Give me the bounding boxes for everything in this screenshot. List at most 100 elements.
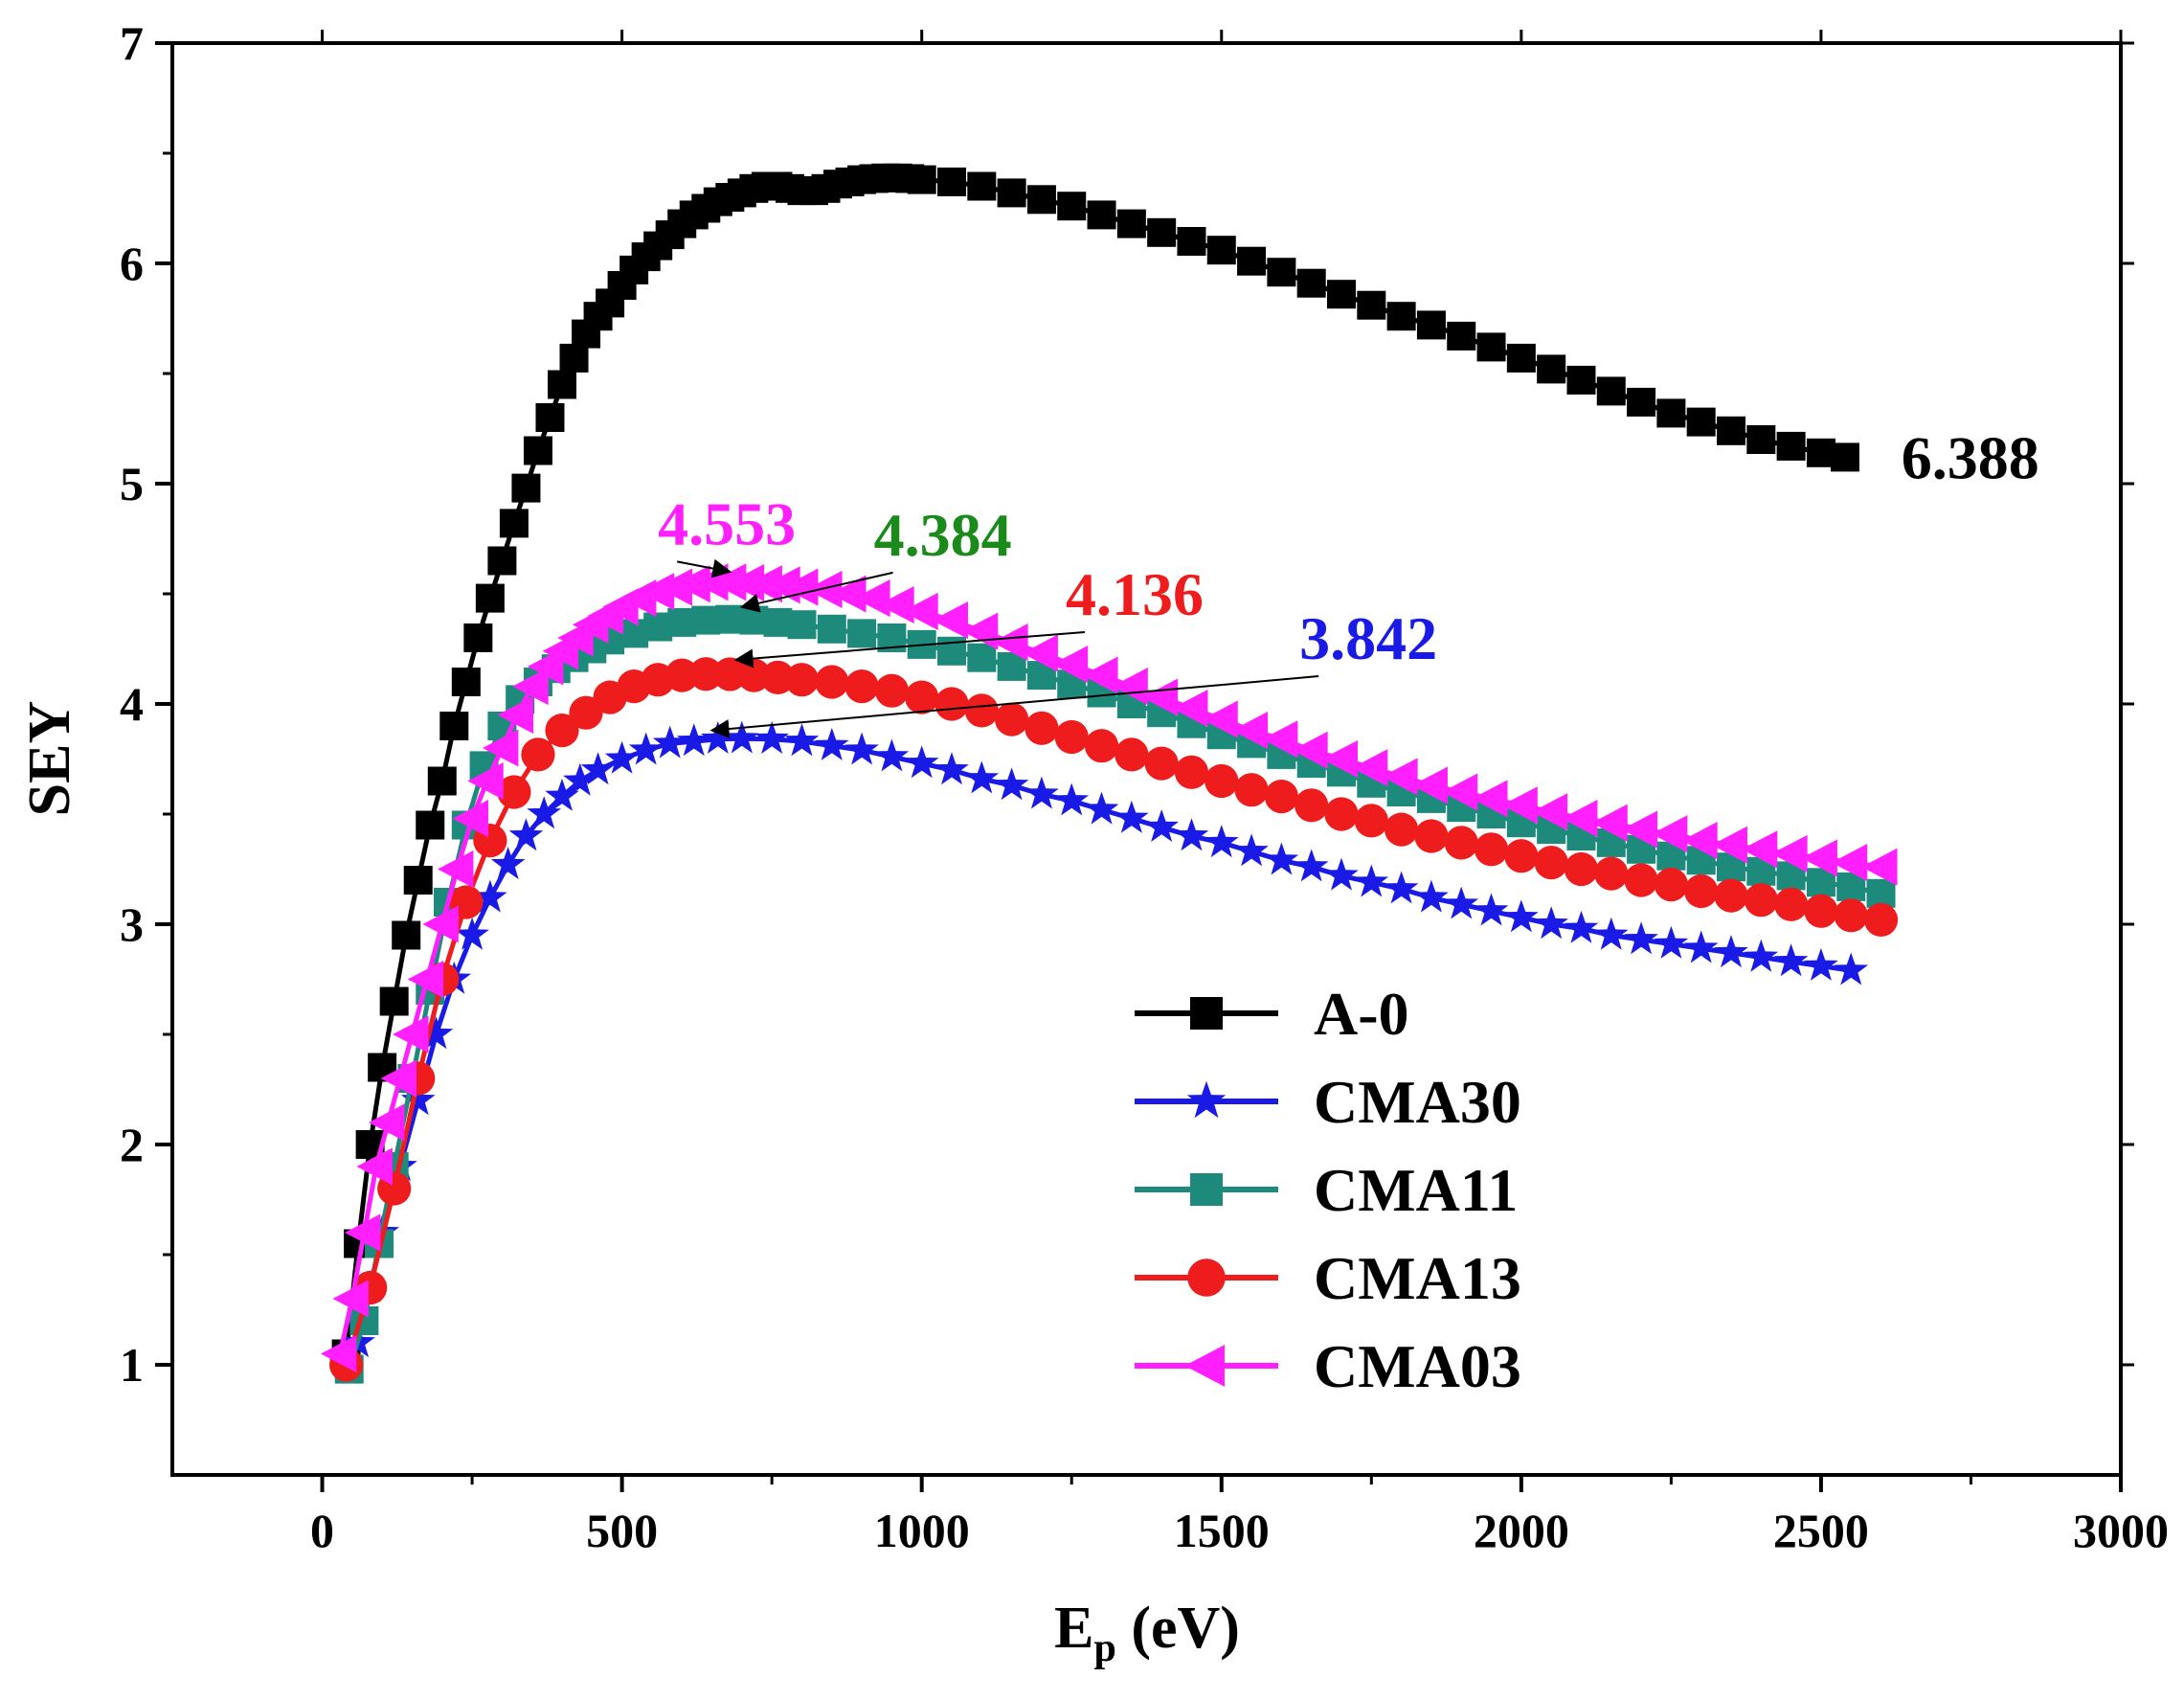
- data-point: [497, 695, 534, 735]
- legend-marker: [1190, 997, 1223, 1030]
- data-point: [784, 663, 820, 697]
- data-point: [1593, 917, 1629, 950]
- plot-area: [320, 163, 1899, 1384]
- data-point: [1351, 749, 1388, 787]
- data-point: [379, 986, 409, 1016]
- data-point: [715, 604, 745, 634]
- data-point: [1831, 844, 1868, 882]
- data-point: [400, 1082, 436, 1116]
- data-point: [422, 905, 459, 943]
- data-point: [934, 752, 969, 785]
- data-point: [1292, 731, 1328, 769]
- data-point: [1804, 894, 1838, 928]
- y-tick-label: 1: [120, 1338, 144, 1392]
- data-point: [787, 610, 817, 640]
- data-point: [1324, 797, 1359, 831]
- data-point: [874, 673, 909, 708]
- data-point: [1294, 849, 1329, 882]
- data-point: [508, 818, 544, 851]
- data-point: [1651, 815, 1688, 853]
- data-point: [416, 810, 445, 840]
- legend-label: CMA11: [1314, 1156, 1518, 1224]
- data-point: [1054, 782, 1090, 816]
- series-CMA13: [328, 657, 1899, 1382]
- plot-frame: [170, 41, 2123, 1477]
- legend: A-0 CMA30 CMA11 CMA13 CMA03: [1135, 980, 1521, 1400]
- annotation-label: 4.384: [874, 501, 1012, 569]
- data-point: [1327, 280, 1356, 309]
- data-point: [332, 1280, 369, 1318]
- x-tick-label: 3000: [2073, 1504, 2169, 1557]
- data-point: [1711, 826, 1747, 864]
- data-point: [1537, 354, 1566, 384]
- data-point: [1444, 886, 1479, 919]
- data-point: [1534, 846, 1568, 880]
- data-point: [1022, 634, 1058, 672]
- data-point: [563, 762, 597, 796]
- axes: 0 500 1000 1500 2000 2500 3000 1 2 3 4 5 6 7: [120, 16, 2169, 1557]
- data-point: [1774, 887, 1809, 921]
- data-point: [1144, 746, 1179, 781]
- data-point: [604, 740, 640, 774]
- data-point: [407, 960, 444, 999]
- data-point: [1112, 668, 1148, 706]
- data-point: [427, 766, 457, 796]
- data-point: [1591, 804, 1628, 842]
- y-tick-label: 6: [120, 237, 144, 290]
- data-point: [643, 612, 673, 642]
- data-point: [559, 343, 589, 373]
- data-point: [1444, 826, 1478, 860]
- data-point: [904, 745, 939, 779]
- annotation-label: 6.388: [1902, 423, 2039, 491]
- data-point: [1147, 217, 1177, 247]
- data-point: [1084, 729, 1119, 763]
- data-point: [1202, 700, 1238, 738]
- data-point: [701, 721, 735, 754]
- data-point: [1234, 773, 1269, 807]
- data-point: [512, 668, 549, 706]
- x-tick-label: 1500: [1174, 1504, 1270, 1557]
- data-point: [932, 601, 968, 640]
- data-point: [1776, 431, 1806, 461]
- data-point: [475, 583, 505, 613]
- data-point: [1354, 864, 1389, 897]
- data-point: [1627, 387, 1656, 417]
- data-point: [964, 693, 999, 728]
- data-point: [548, 370, 576, 399]
- annotation-arrow: [739, 571, 893, 613]
- y-tick-label: 3: [120, 897, 144, 951]
- data-point: [844, 732, 879, 765]
- data-point: [1621, 810, 1658, 849]
- x-tick-label: 500: [586, 1504, 658, 1557]
- legend-entry: CMA03: [1135, 1332, 1521, 1400]
- data-point: [1357, 290, 1386, 320]
- data-point: [1384, 871, 1419, 904]
- legend-entry: CMA13: [1135, 1244, 1521, 1312]
- data-point: [1476, 332, 1506, 362]
- data-point: [1206, 236, 1236, 265]
- data-point: [934, 687, 969, 721]
- data-point: [806, 570, 843, 608]
- data-point: [1830, 442, 1859, 472]
- annotation-label: 4.553: [658, 489, 796, 557]
- data-point: [652, 725, 687, 759]
- data-point: [1654, 925, 1689, 959]
- series-CMA03: [320, 563, 1898, 1373]
- data-point: [1501, 786, 1538, 825]
- data-point: [907, 165, 936, 194]
- data-point: [763, 607, 793, 637]
- data-point: [1082, 656, 1118, 694]
- data-point: [1057, 192, 1087, 221]
- y-tick-label: 2: [120, 1118, 144, 1171]
- data-point: [1562, 800, 1598, 838]
- data-point: [1087, 200, 1116, 230]
- annotations: 6.388 4.553 4.384 4.136 3.842: [658, 423, 2039, 738]
- data-point: [1177, 227, 1206, 256]
- data-point: [1564, 851, 1599, 887]
- data-point: [746, 565, 782, 603]
- data-point: [1141, 678, 1179, 716]
- data-point: [451, 668, 481, 696]
- data-point: [1115, 800, 1149, 833]
- data-point: [1534, 906, 1568, 940]
